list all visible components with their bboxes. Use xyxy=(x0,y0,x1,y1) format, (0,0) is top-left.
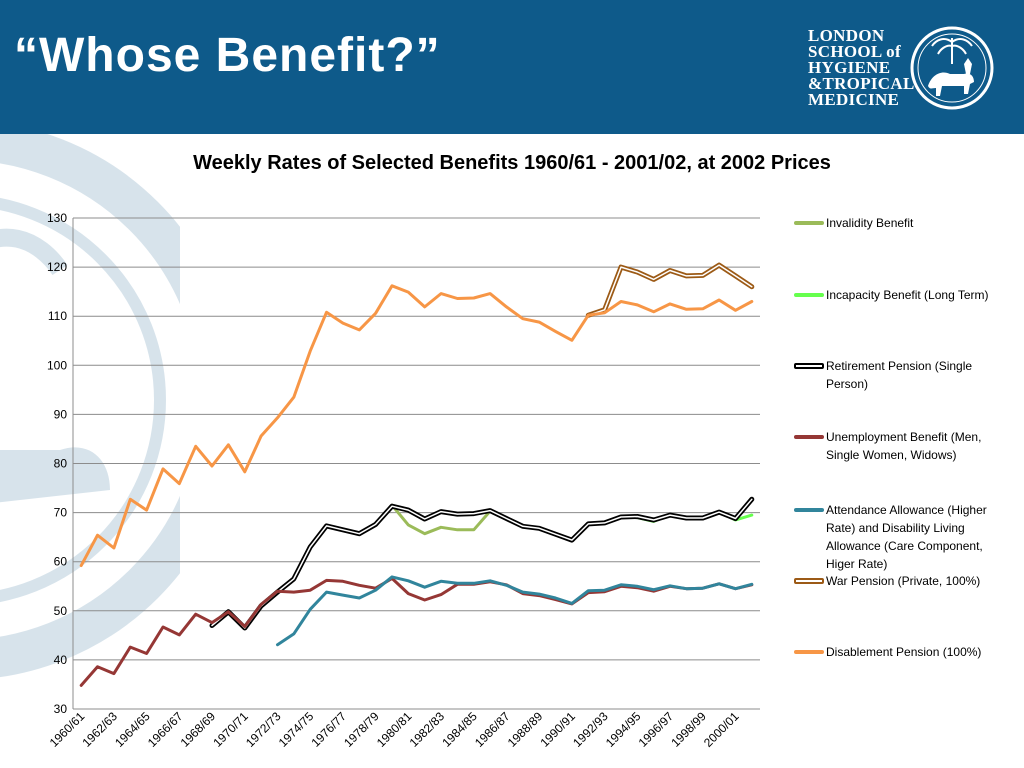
series-line xyxy=(79,284,754,568)
x-tick-label: 1984/85 xyxy=(439,709,480,750)
logo-line: SCHOOL of xyxy=(808,42,901,61)
x-tick-label: 1970/71 xyxy=(210,709,251,750)
x-tick-label: 1976/77 xyxy=(308,709,349,750)
x-tick-label: 1982/83 xyxy=(407,709,448,750)
x-tick-label: 1972/73 xyxy=(243,709,284,750)
x-tick-label: 1998/99 xyxy=(668,709,709,750)
x-tick-label: 1990/91 xyxy=(537,709,578,750)
logo-wordmark: LONDON SCHOOL of HYGIENE &TROPICAL MEDIC… xyxy=(808,26,915,109)
legend-swatch xyxy=(794,650,824,654)
y-tick-label: 90 xyxy=(54,407,68,421)
legend-swatch xyxy=(794,221,824,225)
legend-label: Disablement Pension (100%) xyxy=(826,645,982,659)
x-tick-label: 1980/81 xyxy=(374,709,415,750)
x-tick-label: 1964/65 xyxy=(112,709,153,750)
slide-title: “Whose Benefit?” xyxy=(14,29,441,82)
header-band: “Whose Benefit?” LONDON SCHOOL of HYGIEN… xyxy=(0,0,1024,134)
x-tick-label: 1996/97 xyxy=(636,709,677,750)
legend-swatch xyxy=(794,363,824,369)
logo-line: HYGIENE xyxy=(808,58,891,77)
logo-line: LONDON xyxy=(808,26,885,45)
legend-label: War Pension (Private, 100%) xyxy=(826,574,981,588)
logo-line: MEDICINE xyxy=(808,90,900,109)
y-tick-label: 80 xyxy=(54,457,68,471)
y-tick-label: 120 xyxy=(47,260,67,274)
x-tick-label: 1992/93 xyxy=(570,709,611,750)
legend-swatch xyxy=(794,435,824,439)
y-tick-label: 70 xyxy=(54,506,68,520)
x-tick-label: 1978/79 xyxy=(341,709,382,750)
series-line xyxy=(390,503,492,536)
chart-title: Weekly Rates of Selected Benefits 1960/6… xyxy=(193,152,831,174)
legend-swatch xyxy=(794,508,824,512)
logo-seal-icon xyxy=(910,26,994,110)
y-tick-label: 50 xyxy=(54,604,68,618)
y-tick-label: 40 xyxy=(54,653,68,667)
legend-label: Unemployment Benefit (Men, Single Women,… xyxy=(826,430,982,462)
series-line xyxy=(587,264,753,316)
x-tick-label: 1974/75 xyxy=(276,709,317,750)
legend-swatch xyxy=(794,293,824,297)
y-tick-label: 110 xyxy=(48,309,67,323)
x-tick-label: 1968/69 xyxy=(178,709,219,750)
y-tick-label: 60 xyxy=(54,555,68,569)
x-tick-label: 2000/01 xyxy=(701,709,742,750)
legend-label: Incapacity Benefit (Long Term) xyxy=(826,288,989,302)
legend-label: Retirement Pension (Single Person) xyxy=(826,359,973,391)
x-tick-label: 1966/67 xyxy=(145,709,186,750)
x-tick-label: 1986/87 xyxy=(472,709,513,750)
x-tick-label: 1994/95 xyxy=(603,709,644,750)
x-tick-label: 1988/89 xyxy=(505,709,546,750)
legend-label: Attendance Allowance (Higher Rate) and D… xyxy=(826,503,987,571)
lshtm-logo: LONDON SCHOOL of HYGIENE &TROPICAL MEDIC… xyxy=(808,24,998,112)
series-line xyxy=(276,575,754,647)
logo-line: &TROPICAL xyxy=(808,74,915,93)
watermark-seal-icon xyxy=(0,122,180,678)
x-tick-label: 1962/63 xyxy=(79,709,120,750)
y-tick-label: 130 xyxy=(47,211,67,225)
legend-label: Invalidity Benefit xyxy=(826,216,914,230)
legend-swatch xyxy=(794,578,824,584)
series-line xyxy=(211,498,753,629)
series-line xyxy=(79,576,754,687)
y-tick-label: 100 xyxy=(47,358,67,372)
y-tick-label: 30 xyxy=(54,702,68,716)
